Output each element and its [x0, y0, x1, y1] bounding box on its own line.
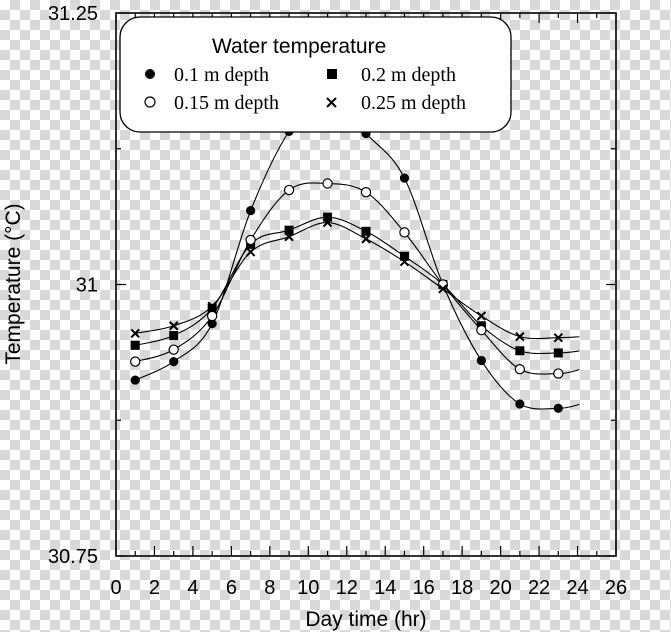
- data-point: [130, 328, 140, 339]
- series-line: [134, 93, 580, 410]
- data-point: [476, 324, 487, 336]
- x-tick-label: 2: [149, 577, 160, 599]
- data-point: [168, 321, 179, 331]
- data-point: [476, 355, 486, 366]
- series-lines: [134, 93, 580, 410]
- data-point: [169, 331, 179, 341]
- data-point: [169, 357, 179, 367]
- data-point: [246, 206, 256, 216]
- legend: Water temperature 0.1 m depth 0.2 m dept…: [119, 16, 512, 133]
- series-markers: [130, 89, 564, 413]
- data-point: [283, 184, 295, 196]
- data-point: [476, 311, 487, 321]
- legend-label-0.25m: 0.25 m depth: [361, 92, 466, 114]
- x-tick-label: 10: [297, 577, 319, 599]
- y-axis-title: Temperature (°C): [2, 203, 25, 364]
- x-tick-label: 20: [489, 577, 511, 599]
- data-point: [515, 331, 525, 342]
- data-point: [553, 368, 564, 379]
- data-point: [514, 364, 526, 375]
- series-line: [135, 182, 580, 375]
- x-tick-label: 0: [110, 577, 121, 599]
- x-tick-label: 12: [336, 577, 358, 599]
- legend-label-0.2m: 0.2 m depth: [361, 64, 456, 86]
- x-axis-title: Day time (hr): [305, 608, 426, 631]
- x-tick-label: 26: [605, 577, 627, 599]
- series-line: [135, 222, 580, 340]
- legend-marker-open-circle: [144, 96, 156, 108]
- data-point: [553, 333, 564, 343]
- data-point: [361, 226, 371, 236]
- legend-label-0.15m: 0.15 m depth: [174, 92, 279, 114]
- data-point: [515, 346, 525, 356]
- x-tick-label: 18: [451, 577, 473, 599]
- data-point: [130, 340, 140, 350]
- data-point: [553, 348, 563, 358]
- data-point: [284, 232, 294, 242]
- y-tick-label: 31: [76, 275, 98, 297]
- x-tick-label: 14: [374, 577, 396, 599]
- data-point: [361, 234, 371, 244]
- data-point: [553, 403, 563, 413]
- data-point: [399, 227, 410, 238]
- data-point: [284, 225, 294, 235]
- data-point: [515, 399, 525, 409]
- data-point: [168, 344, 179, 355]
- series-line: [135, 216, 580, 355]
- data-point: [438, 284, 448, 294]
- data-point: [207, 318, 217, 329]
- data-point: [399, 251, 409, 261]
- data-point: [245, 234, 256, 246]
- data-point: [130, 375, 140, 385]
- x-tick-label: 24: [566, 577, 588, 599]
- data-point: [360, 186, 372, 198]
- x-tick-label: 16: [413, 577, 435, 599]
- data-point: [322, 217, 333, 228]
- data-point: [245, 247, 256, 257]
- x-tick-label: 4: [187, 577, 198, 599]
- y-tick-label: 31.25: [48, 3, 98, 25]
- data-point: [207, 303, 217, 313]
- x-tick-label: 22: [528, 577, 550, 599]
- data-point: [206, 310, 218, 322]
- legend-box: [119, 16, 512, 133]
- data-point: [322, 178, 333, 189]
- legend-marker-x-cross: [326, 97, 337, 108]
- legend-marker-filled-square: [327, 69, 337, 79]
- data-point: [207, 301, 217, 311]
- y-tick-label: 30.75: [48, 546, 98, 568]
- legend-label-0.1m: 0.1 m depth: [174, 64, 269, 86]
- data-point: [399, 256, 410, 267]
- x-tick-label: 8: [264, 577, 275, 599]
- data-point: [323, 212, 333, 222]
- data-point: [130, 356, 141, 367]
- x-tick-label: 6: [226, 577, 237, 599]
- data-point: [399, 173, 410, 183]
- legend-title: Water temperature: [212, 35, 386, 58]
- legend-marker-filled-circle: [145, 69, 155, 79]
